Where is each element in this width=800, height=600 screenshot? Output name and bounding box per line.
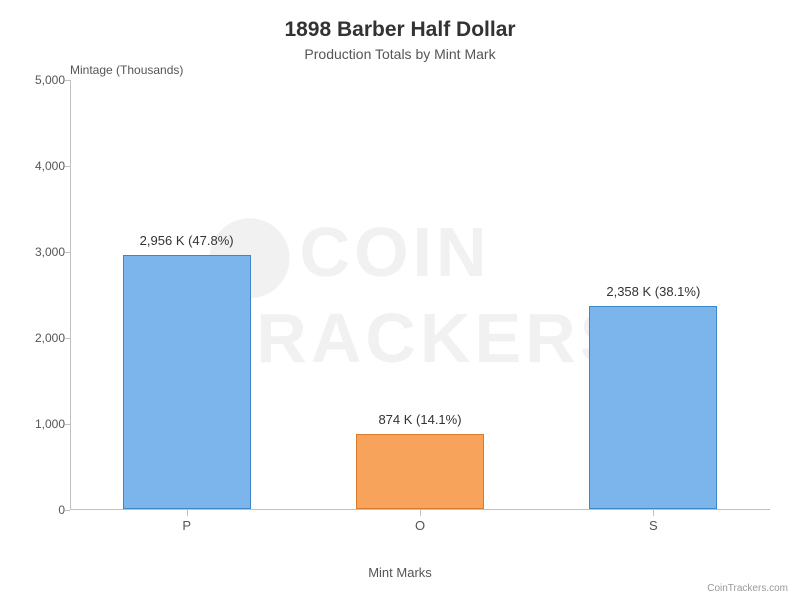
- y-axis-title: Mintage (Thousands): [70, 63, 183, 77]
- y-tick-label: 5,000: [15, 73, 65, 87]
- bar-label-P: 2,956 K (47.8%): [140, 233, 234, 248]
- plot-area: COIN TRACKERS 2,956 K (47.8%)874 K (14.1…: [70, 80, 770, 510]
- credit-text: CoinTrackers.com: [707, 583, 788, 594]
- x-tick-label: P: [182, 518, 191, 533]
- y-tick-label: 0: [15, 503, 65, 517]
- bar-label-O: 874 K (14.1%): [378, 412, 461, 427]
- x-tick-mark: [420, 510, 421, 516]
- x-tick-mark: [187, 510, 188, 516]
- x-axis-title: Mint Marks: [368, 565, 432, 580]
- bar-O: [356, 434, 484, 509]
- bar-S: [589, 306, 717, 509]
- bar-label-S: 2,358 K (38.1%): [606, 284, 700, 299]
- y-tick-mark: [65, 510, 70, 511]
- bar-P: [123, 255, 251, 509]
- y-tick-label: 4,000: [15, 159, 65, 173]
- chart-subtitle: Production Totals by Mint Mark: [0, 46, 800, 62]
- bars-layer: 2,956 K (47.8%) 874 K (14.1%) 2,358 K (38.…: [70, 80, 770, 510]
- x-tick-mark: [653, 510, 654, 516]
- y-tick-label: 2,000: [15, 331, 65, 345]
- y-tick-label: 1,000: [15, 417, 65, 431]
- chart-title: 1898 Barber Half Dollar: [0, 0, 800, 42]
- x-tick-label: O: [415, 518, 425, 533]
- y-tick-label: 3,000: [15, 245, 65, 259]
- chart-container: 1898 Barber Half Dollar Production Total…: [0, 0, 800, 600]
- x-tick-label: S: [649, 518, 658, 533]
